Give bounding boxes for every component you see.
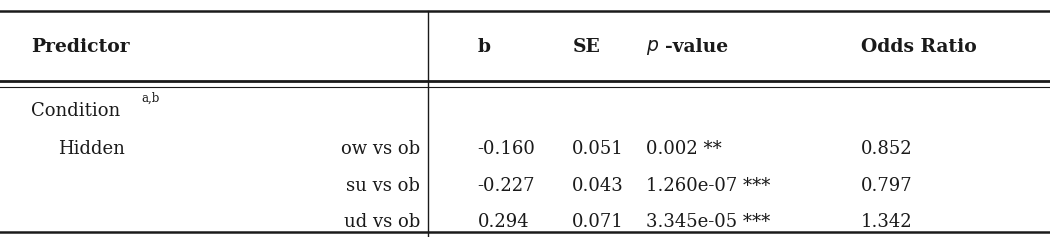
Text: Condition: Condition (32, 102, 121, 120)
Text: $p$: $p$ (646, 38, 658, 57)
Text: Predictor: Predictor (32, 38, 130, 56)
Text: ow vs ob: ow vs ob (341, 140, 420, 158)
Text: 0.071: 0.071 (572, 213, 624, 231)
Text: -0.160: -0.160 (478, 140, 536, 158)
Text: ud vs ob: ud vs ob (343, 213, 420, 231)
Text: su vs ob: su vs ob (346, 177, 420, 195)
Text: Odds Ratio: Odds Ratio (861, 38, 977, 56)
Text: SE: SE (572, 38, 601, 56)
Text: -value: -value (665, 38, 728, 56)
Text: a,b: a,b (142, 92, 160, 105)
Text: 0.797: 0.797 (861, 177, 912, 195)
Text: b: b (478, 38, 490, 56)
Text: 0.294: 0.294 (478, 213, 529, 231)
Text: 0.051: 0.051 (572, 140, 624, 158)
Text: Hidden: Hidden (58, 140, 125, 158)
Text: 1.260e-07 ***: 1.260e-07 *** (646, 177, 770, 195)
Text: 0.002 **: 0.002 ** (646, 140, 721, 158)
Text: 0.043: 0.043 (572, 177, 624, 195)
Text: -0.227: -0.227 (478, 177, 536, 195)
Text: 3.345e-05 ***: 3.345e-05 *** (646, 213, 770, 231)
Text: 0.852: 0.852 (861, 140, 912, 158)
Text: 1.342: 1.342 (861, 213, 912, 231)
